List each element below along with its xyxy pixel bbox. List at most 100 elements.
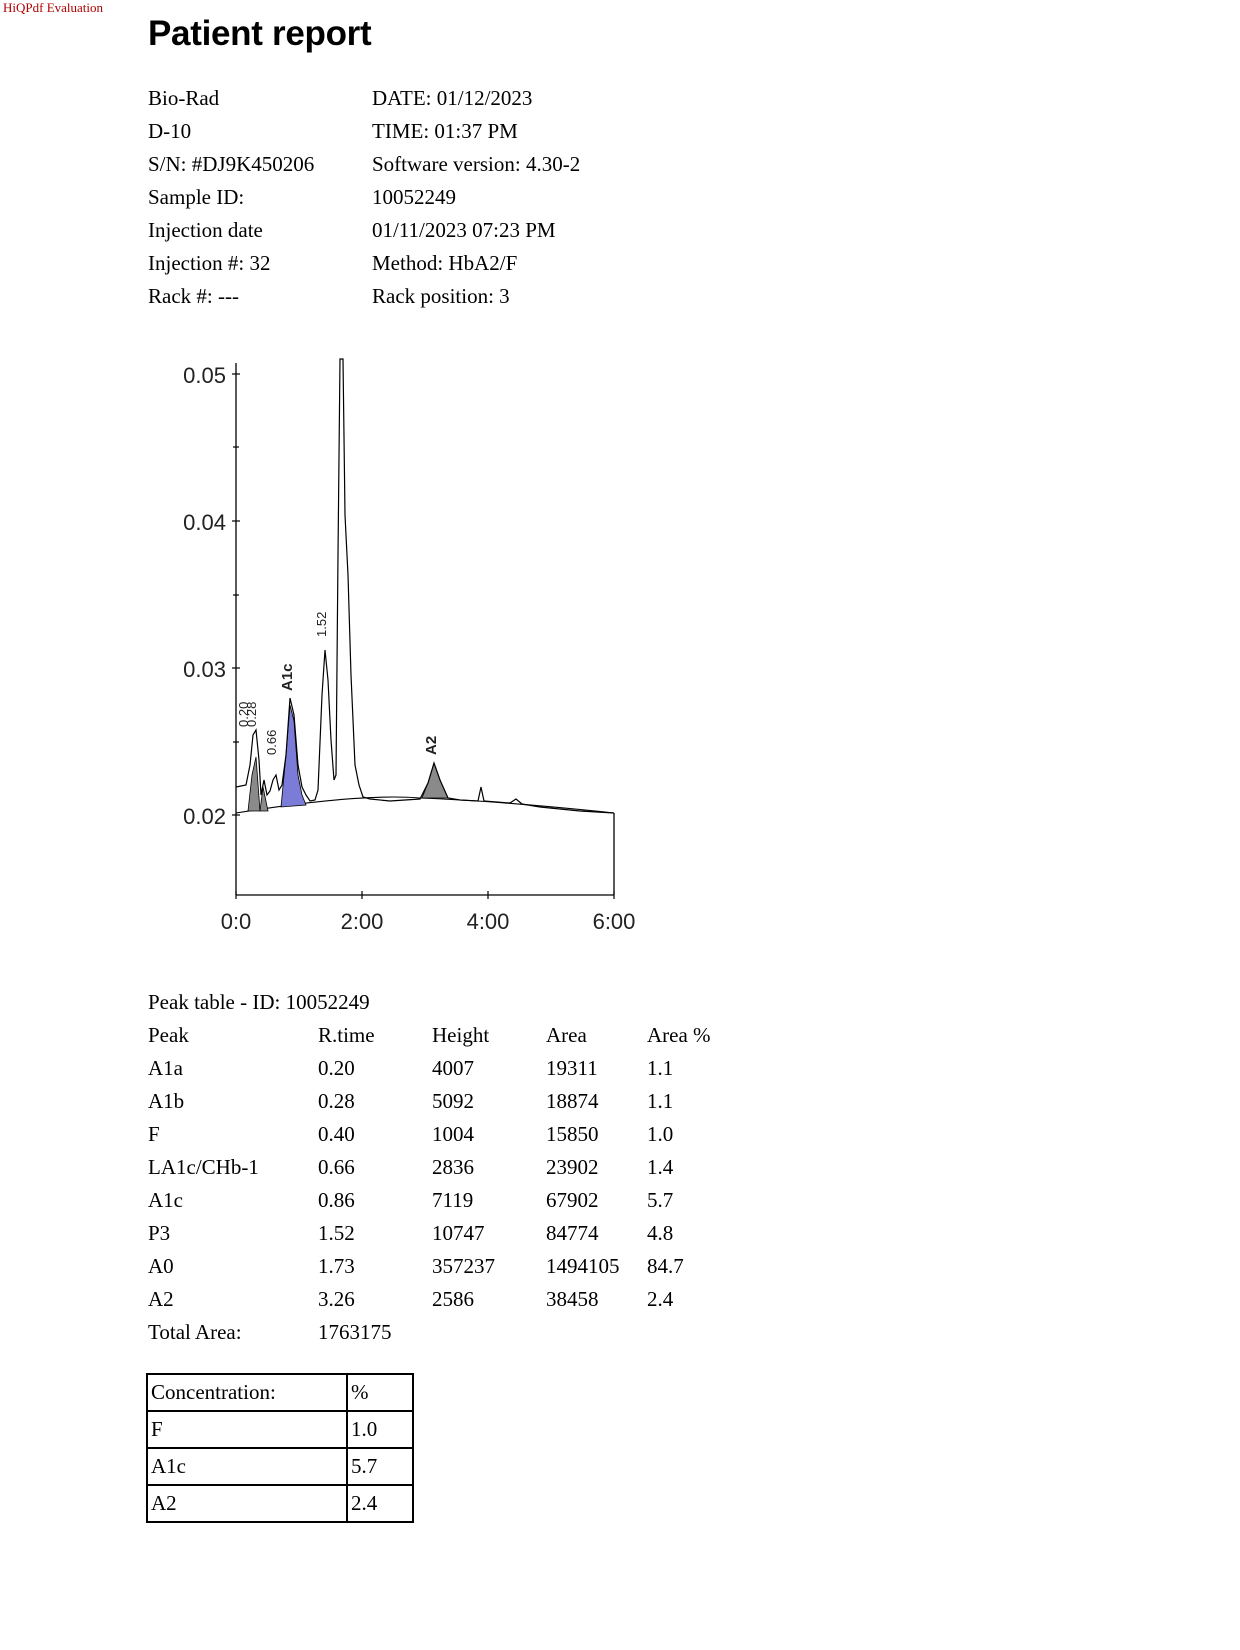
info-row: Sample ID: 10052249 — [148, 181, 580, 214]
cell: 2.4 — [647, 1287, 674, 1311]
y-tick-label: 0.03 — [183, 657, 226, 682]
cell: 84774 — [546, 1221, 599, 1245]
peak-label: 0.66 — [264, 730, 279, 755]
table-row: A2 3.26 2586 38458 2.4 — [148, 1283, 727, 1316]
cell: 0.28 — [318, 1089, 355, 1113]
cell: F — [148, 1122, 160, 1146]
concentration-header: Concentration: % — [146, 1373, 414, 1412]
col-header: Peak — [148, 1023, 189, 1047]
table-row: A1a 0.20 4007 19311 1.1 — [148, 1052, 727, 1085]
info-right: Rack position: 3 — [372, 284, 510, 308]
peak-label: A1c — [279, 663, 296, 691]
table-row: A1c 0.86 7119 67902 5.7 — [148, 1184, 727, 1217]
cell: 84.7 — [647, 1254, 684, 1278]
cell: A2 — [146, 1484, 348, 1523]
peak-label: 0.20 — [236, 702, 251, 727]
col-header: Height — [432, 1023, 490, 1047]
info-row: D-10 TIME: 01:37 PM — [148, 115, 580, 148]
cell: P3 — [148, 1221, 171, 1245]
info-right: Software version: 4.30-2 — [372, 152, 581, 176]
y-ticks — [232, 373, 240, 816]
cell: 1.0 — [346, 1410, 414, 1449]
peak-fill-a1a — [247, 756, 261, 812]
table-row: A1c 5.7 — [146, 1447, 414, 1486]
table-row: A0 1.73 357237 1494105 84.7 — [148, 1250, 727, 1283]
info-right: DATE: 01/12/2023 — [372, 86, 533, 110]
report-info: Bio-Rad DATE: 01/12/2023 D-10 TIME: 01:3… — [148, 82, 580, 313]
cell: 23902 — [546, 1155, 599, 1179]
cell: % — [346, 1373, 414, 1412]
info-left: S/N: #DJ9K450206 — [148, 152, 315, 176]
chart-plot-area: 0.05 0.04 0.03 0.02 0:0 2:00 4:00 6:00 0… — [183, 358, 636, 934]
peak-fill-a1c — [280, 704, 307, 808]
peak-table-title: Peak table - ID: 10052249 — [148, 990, 370, 1014]
peak-fill-a2 — [421, 761, 449, 799]
cell: A1b — [148, 1089, 185, 1113]
cell: 5.7 — [346, 1447, 414, 1486]
info-right: 01/11/2023 07:23 PM — [372, 218, 556, 242]
chromatogram: 0.05 0.04 0.03 0.02 0:0 2:00 4:00 6:00 0… — [183, 358, 636, 934]
cell: 15850 — [546, 1122, 599, 1146]
cell: 2586 — [432, 1287, 474, 1311]
info-row: Bio-Rad DATE: 01/12/2023 — [148, 82, 580, 115]
x-tick-label: 2:00 — [341, 909, 384, 934]
cell: 1.52 — [318, 1221, 355, 1245]
cell: 1.0 — [647, 1122, 674, 1146]
cell: 1.1 — [647, 1056, 674, 1080]
total-area-value: 1763175 — [318, 1320, 392, 1344]
cell: 5.7 — [647, 1188, 674, 1212]
table-row: F 1.0 — [146, 1410, 414, 1449]
cell: LA1c/CHb-1 — [148, 1155, 259, 1179]
table-row: F 0.40 1004 15850 1.0 — [148, 1118, 727, 1151]
info-right: TIME: 01:37 PM — [372, 119, 518, 143]
cell: 0.66 — [318, 1155, 355, 1179]
x-tick-label: 6:00 — [593, 909, 636, 934]
col-header: R.time — [318, 1023, 375, 1047]
cell: 4.8 — [647, 1221, 674, 1245]
x-tick-label: 0:0 — [221, 909, 252, 934]
info-row: S/N: #DJ9K450206 Software version: 4.30-… — [148, 148, 580, 181]
info-left: D-10 — [148, 119, 192, 143]
info-row: Rack #: --- Rack position: 3 — [148, 280, 580, 313]
cell: 1.4 — [647, 1155, 674, 1179]
cell: A1a — [148, 1056, 183, 1080]
info-left: Injection date — [148, 218, 263, 242]
cell: A0 — [148, 1254, 174, 1278]
peak-label: 1.52 — [314, 612, 329, 637]
table-row: P3 1.52 10747 84774 4.8 — [148, 1217, 727, 1250]
cell: 19311 — [546, 1056, 598, 1080]
info-right: 10052249 — [372, 185, 456, 209]
cell: 0.40 — [318, 1122, 355, 1146]
cell: 0.86 — [318, 1188, 355, 1212]
y-tick-label: 0.05 — [183, 363, 226, 388]
x-tick-label: 4:00 — [467, 909, 510, 934]
concentration-table: Concentration: % F 1.0 A1c 5.7 A2 2.4 — [146, 1373, 414, 1523]
table-row: A2 2.4 — [146, 1484, 414, 1523]
cell: A1c — [148, 1188, 183, 1212]
info-row: Injection date 01/11/2023 07:23 PM — [148, 214, 580, 247]
table-row: A1b 0.28 5092 18874 1.1 — [148, 1085, 727, 1118]
watermark: HiQPdf Evaluation — [3, 0, 104, 15]
info-left: Bio-Rad — [148, 86, 220, 110]
y-tick-label: 0.02 — [183, 804, 226, 829]
peak-table: Peak table - ID: 10052249 Peak R.time He… — [148, 986, 727, 1349]
cell: A1c — [146, 1447, 348, 1486]
cell: 1494105 — [546, 1254, 620, 1278]
cell: 3.26 — [318, 1287, 355, 1311]
col-header: Area — [546, 1023, 587, 1047]
table-row: LA1c/CHb-1 0.66 2836 23902 1.4 — [148, 1151, 727, 1184]
x-ticks — [235, 891, 615, 899]
cell: F — [146, 1410, 348, 1449]
peak-label: A2 — [423, 736, 440, 755]
peak-table-header: Peak R.time Height Area Area % — [148, 1019, 727, 1052]
cell: 67902 — [546, 1188, 599, 1212]
info-left: Sample ID: — [148, 185, 245, 209]
info-row: Injection #: 32 Method: HbA2/F — [148, 247, 580, 280]
info-left: Injection #: 32 — [148, 251, 271, 275]
cell: 2836 — [432, 1155, 474, 1179]
cell: Concentration: — [146, 1373, 348, 1412]
info-left: Rack #: --- — [148, 284, 239, 308]
cell: 10747 — [432, 1221, 485, 1245]
y-tick-label: 0.04 — [183, 510, 226, 535]
cell: 1.1 — [647, 1089, 674, 1113]
